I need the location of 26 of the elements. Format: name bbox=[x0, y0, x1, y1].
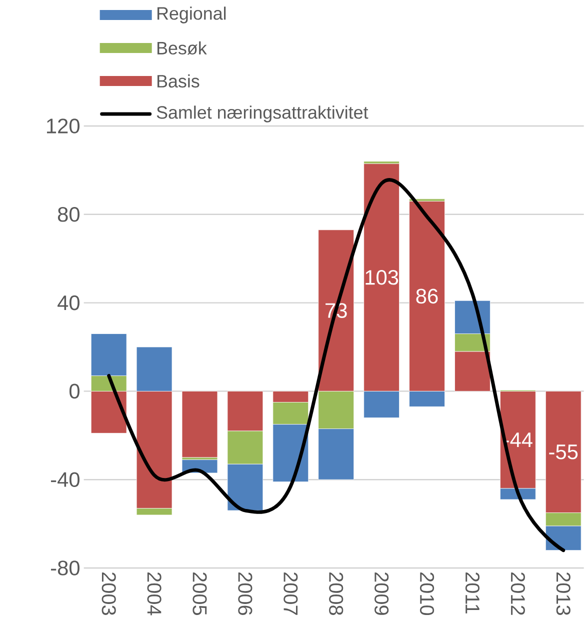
x-tick-label: 2003 bbox=[102, 572, 116, 615]
legend-label: Regional bbox=[158, 6, 226, 24]
data-label: -44 bbox=[504, 432, 532, 448]
y-tick-label: -40 bbox=[51, 472, 80, 487]
x-tick-label: 2005 bbox=[192, 572, 207, 615]
y-tick-label: 0 bbox=[70, 384, 80, 399]
x-tick-label: 2009 bbox=[374, 572, 389, 615]
legend-label: Basis bbox=[158, 74, 200, 88]
y-tick-label: 80 bbox=[58, 206, 80, 222]
bar bbox=[182, 391, 218, 458]
data-label: 86 bbox=[416, 288, 438, 304]
y-tick-label: 120 bbox=[47, 118, 80, 134]
legend-label: Samlet næringsattraktivitet bbox=[156, 106, 368, 122]
legend-label: Besøk bbox=[158, 41, 207, 55]
y-tick-label: -80 bbox=[51, 560, 80, 576]
x-tick-label: 2008 bbox=[329, 572, 344, 615]
y-tick-label: 40 bbox=[58, 295, 80, 310]
x-tick-label: 2010 bbox=[420, 572, 434, 616]
x-tick-label: 2013 bbox=[556, 572, 571, 615]
data-label: 103 bbox=[366, 270, 398, 285]
x-tick-label: 2004 bbox=[147, 572, 162, 616]
x-tick-label: 2007 bbox=[284, 572, 298, 615]
x-tick-label: 2006 bbox=[238, 572, 252, 615]
x-tick-label: 2011 bbox=[466, 572, 480, 614]
x-tick-label: 2012 bbox=[510, 572, 526, 615]
data-label: -55 bbox=[549, 444, 578, 460]
